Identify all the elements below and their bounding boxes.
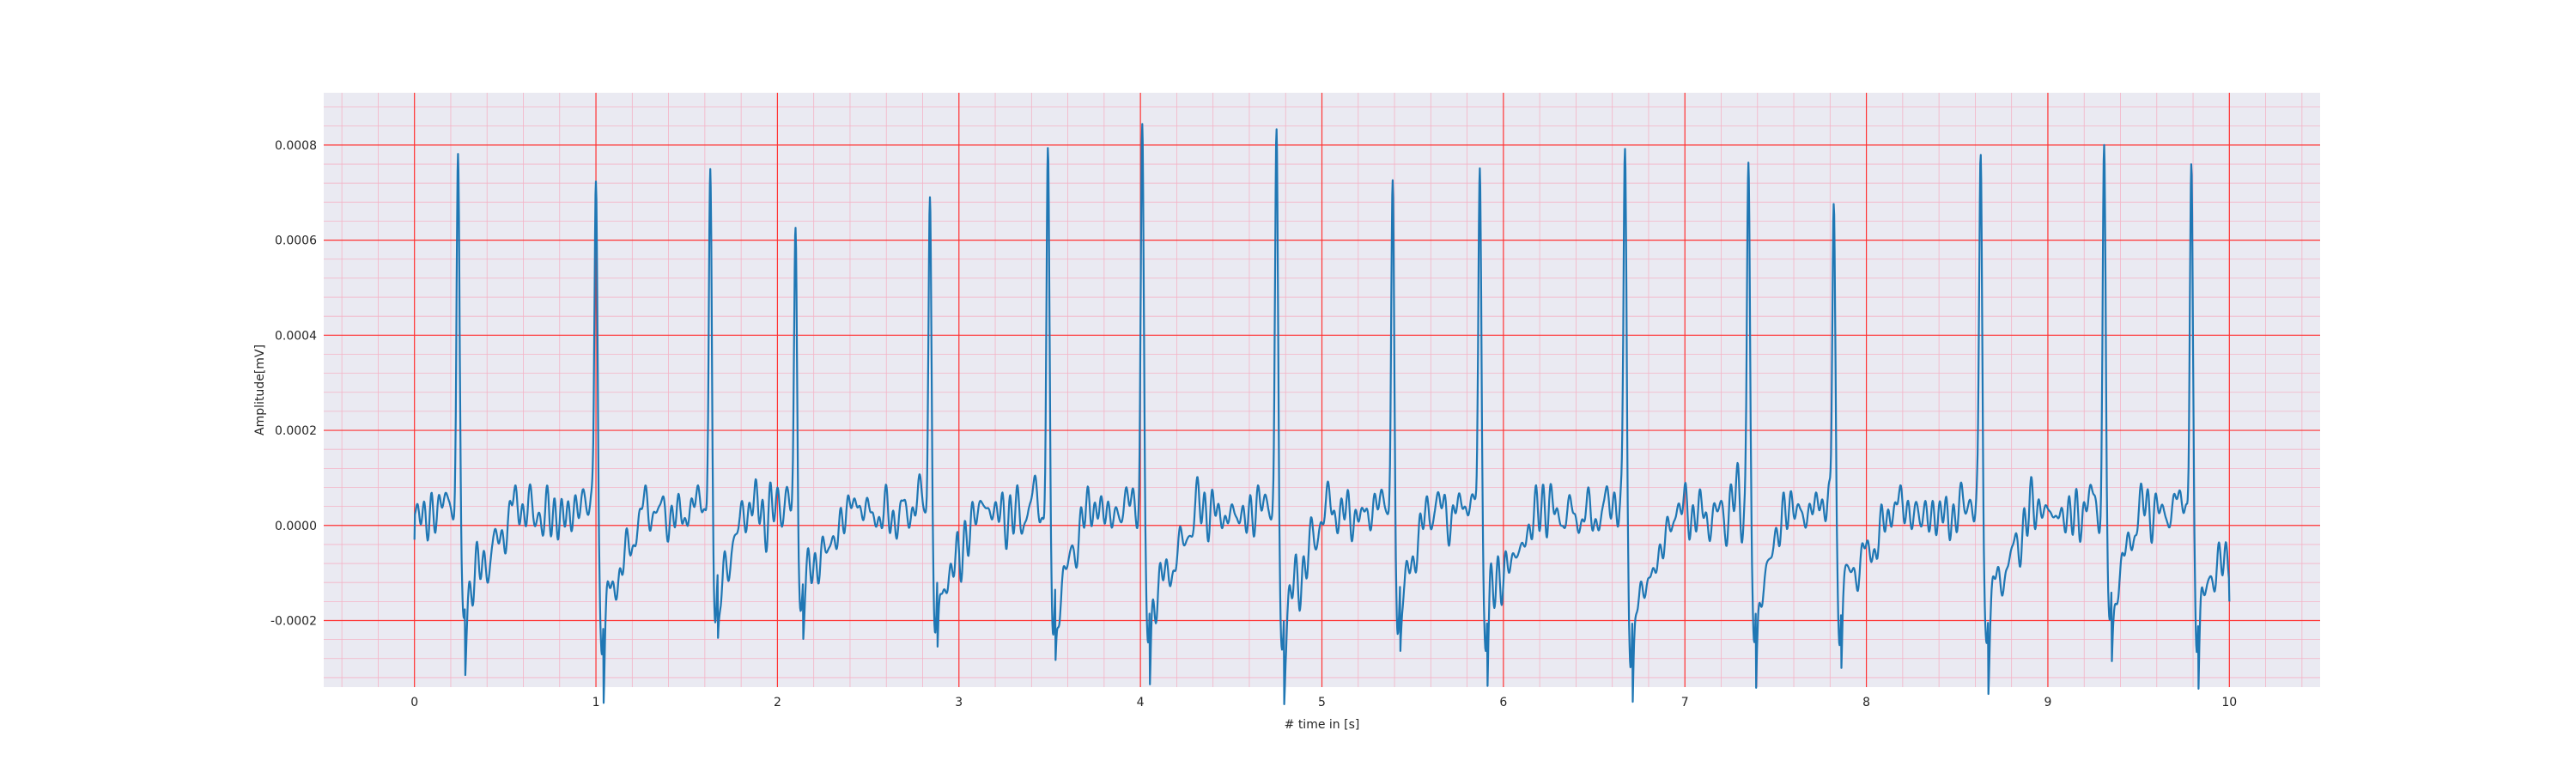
y-tick-label: 0.0004: [275, 329, 317, 343]
y-tick-labels: -0.0002 0.0000 0.0002 0.0004 0.0006 0.0008: [270, 139, 317, 629]
x-tick-label: 2: [774, 696, 781, 709]
major-grid: [324, 93, 2320, 687]
y-tick-label: -0.0002: [270, 614, 317, 628]
x-tick-label: 0: [410, 696, 418, 709]
y-tick-label: 0.0000: [275, 520, 317, 533]
x-tick-label: 6: [1499, 696, 1507, 709]
x-axis-label: # time in [s]: [1285, 718, 1360, 732]
y-axis-label: Amplitude[mV]: [253, 344, 267, 435]
y-tick-label: 0.0002: [275, 424, 317, 438]
ecg-series-line: [413, 123, 2231, 705]
x-tick-label: 3: [955, 696, 963, 709]
x-tick-labels: 0 1 2 3 4 5 6 7 8 9 10: [410, 696, 2237, 709]
x-tick-label: 10: [2221, 696, 2237, 709]
x-tick-label: 8: [1862, 696, 1870, 709]
x-tick-label: 5: [1318, 696, 1326, 709]
x-tick-label: 7: [1681, 696, 1689, 709]
x-tick-label: 4: [1137, 696, 1145, 709]
x-tick-label: 9: [2044, 696, 2051, 709]
x-tick-label: 1: [592, 696, 600, 709]
y-tick-label: 0.0008: [275, 139, 317, 153]
y-tick-label: 0.0006: [275, 234, 317, 248]
